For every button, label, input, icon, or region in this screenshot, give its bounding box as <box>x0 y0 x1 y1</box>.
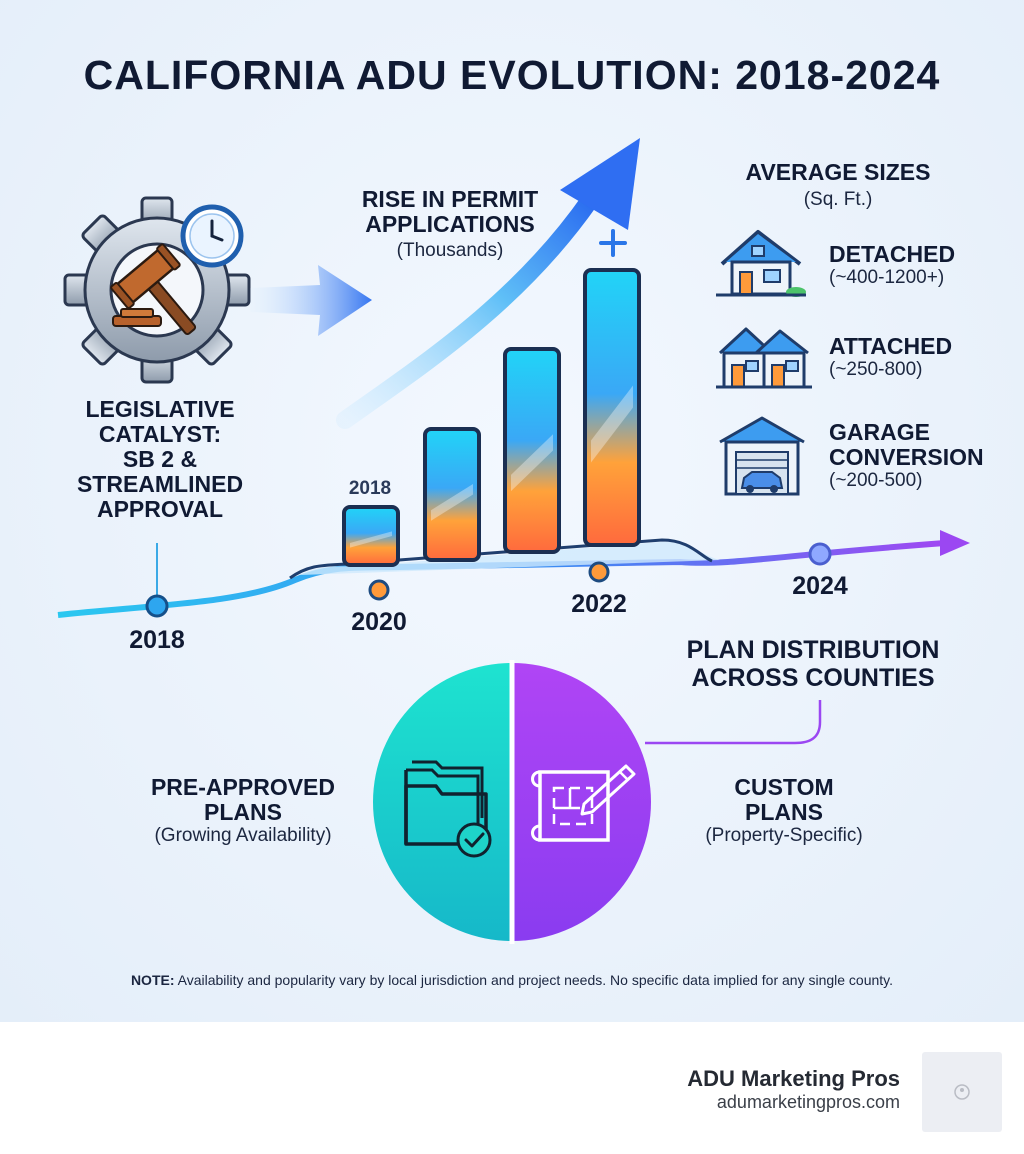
bar-label-2018: 2018 <box>348 478 392 499</box>
permit-bar-1 <box>342 505 400 567</box>
custom-sub: (Property-Specific) <box>705 825 863 846</box>
timeline-year-2022: 2022 <box>571 590 627 618</box>
permit-applications-label: RISE IN PERMIT APPLICATIONS (Thousands) <box>330 187 570 262</box>
page-title: CALIFORNIA ADU EVOLUTION: 2018-2024 <box>83 52 941 98</box>
sizes-unit: (Sq. Ft.) <box>803 189 873 210</box>
timeline-year-2018: 2018 <box>129 626 185 654</box>
permits-line-2: APPLICATIONS <box>365 211 535 237</box>
gavel-gear-clock-icon <box>63 196 251 384</box>
folder-check-icon <box>404 760 492 858</box>
brand-logo <box>922 1052 1002 1132</box>
custom-line-2: PLANS <box>745 799 823 825</box>
footer: ADU Marketing Pros adumarketingpros.com <box>0 1022 1024 1154</box>
plan-distribution-pie <box>373 660 651 944</box>
plus-icon <box>599 229 627 257</box>
footnote: NOTE: Availability and popularity vary b… <box>0 972 1024 988</box>
brand-url[interactable]: adumarketingpros.com <box>716 1092 900 1112</box>
permit-bar-shine-2 <box>431 484 473 521</box>
custom-line-1: CUSTOM <box>734 774 834 800</box>
legislative-line-1: LEGISLATIVE <box>85 396 235 422</box>
attached-range: (~250-800) <box>829 359 923 380</box>
garage-range: (~200-500) <box>829 470 923 491</box>
plan-title-line-1: PLAN DISTRIBUTION <box>686 636 940 664</box>
sizes-title: AVERAGE SIZES <box>745 159 931 185</box>
preapproved-line-2: PLANS <box>204 799 282 825</box>
permit-bar-shine-3 <box>511 434 553 492</box>
size-attached: ATTACHED (~250-800) <box>829 334 952 381</box>
pie-slice-custom <box>512 663 651 941</box>
preapproved-plans-label: PRE-APPROVED PLANS (Growing Availability… <box>128 775 358 847</box>
average-sizes-heading: AVERAGE SIZES (Sq. Ft.) <box>718 160 958 211</box>
brand-logo-icon <box>954 1084 970 1100</box>
size-detached: DETACHED (~400-1200+) <box>829 242 955 289</box>
permit-bar-shine-4 <box>591 385 633 463</box>
permit-bar-2 <box>423 427 481 562</box>
attached-label: ATTACHED <box>829 333 953 359</box>
garage-line-1: GARAGE <box>829 419 930 445</box>
timeline-year-2020: 2020 <box>351 608 407 636</box>
plan-title-line-2: ACROSS COUNTIES <box>691 664 935 692</box>
preapproved-sub: (Growing Availability) <box>154 825 332 846</box>
house-icon <box>716 230 806 297</box>
timeline <box>57 530 970 618</box>
permits-line-1: RISE IN PERMIT <box>361 186 539 212</box>
blueprint-pencil-icon <box>531 764 636 842</box>
pie-slice-preapproved <box>373 663 512 941</box>
timeline-year-2024: 2024 <box>792 572 848 600</box>
custom-plans-label: CUSTOM PLANS (Property-Specific) <box>676 775 892 847</box>
size-garage-conversion: GARAGE CONVERSION (~200-500) <box>829 420 984 492</box>
detached-range: (~400-1200+) <box>829 267 945 288</box>
rising-arrow-icon <box>336 138 640 429</box>
detached-label: DETACHED <box>829 241 956 267</box>
permits-unit: (Thousands) <box>396 240 504 261</box>
infographic-graphics <box>57 138 970 944</box>
brand-name: ADU Marketing Pros <box>687 1066 900 1091</box>
legislative-line-3: SB 2 & <box>122 446 198 472</box>
legislative-line-5: APPROVAL <box>96 496 224 522</box>
arrow-right-icon <box>250 265 372 336</box>
permit-bar-3 <box>503 347 561 554</box>
infographic-canvas: CALIFORNIA ADU EVOLUTION: 2018-2024 LEGI… <box>0 0 1024 1022</box>
connector-line <box>645 700 822 745</box>
garage-icon <box>719 416 805 496</box>
legislative-line-2: CATALYST: <box>98 421 222 447</box>
permit-bar-shine-1 <box>350 531 392 548</box>
townhouse-icon <box>716 327 812 389</box>
permit-bars <box>342 268 641 567</box>
note-text: Availability and popularity vary by loca… <box>174 972 894 988</box>
plan-distribution-title: PLAN DISTRIBUTION ACROSS COUNTIES <box>663 636 963 692</box>
legislative-catalyst-label: LEGISLATIVE CATALYST: SB 2 & STREAMLINED… <box>40 397 280 522</box>
legislative-line-4: STREAMLINED <box>76 471 244 497</box>
garage-line-2: CONVERSION <box>829 444 984 470</box>
note-label: NOTE: <box>130 972 175 988</box>
preapproved-line-1: PRE-APPROVED <box>150 774 336 800</box>
permit-bar-4 <box>583 268 641 547</box>
